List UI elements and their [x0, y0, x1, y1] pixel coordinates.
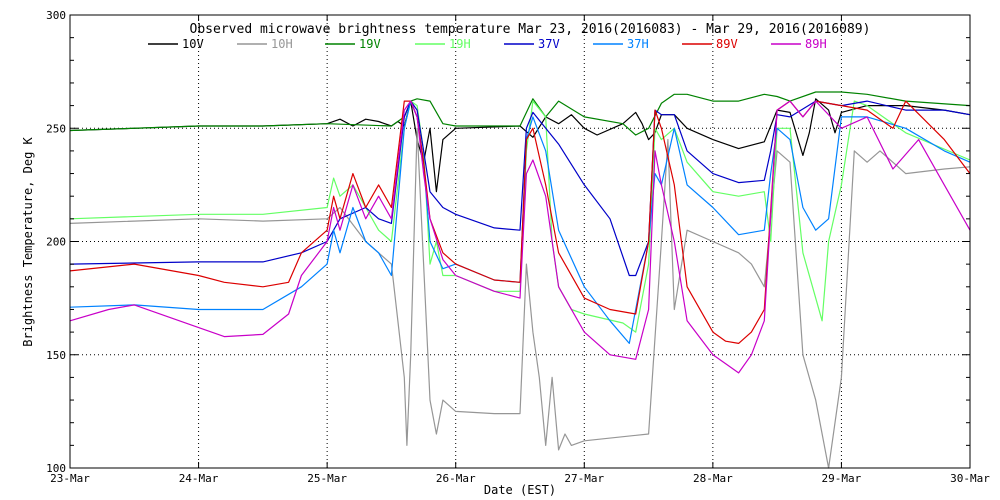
axis-ticks: 23-Mar 24-Mar 25-Mar 26-Mar 27-Mar 28-Mar 29-M…	[46, 9, 990, 485]
series-line-89h	[69, 100, 971, 374]
series-line-37h	[69, 100, 971, 344]
series-lines	[69, 91, 971, 469]
legend-label-19v: 19V	[359, 37, 381, 51]
x-tick-label: 25-Mar	[307, 472, 347, 485]
legend-label-37h: 37H	[627, 37, 649, 51]
legend-label-89v: 89V	[716, 37, 738, 51]
legend-label-37v: 37V	[538, 37, 560, 51]
x-tick-label: 30-Mar	[950, 472, 990, 485]
series-line-37v	[69, 100, 971, 277]
legend-label-89h: 89H	[805, 37, 827, 51]
legend: 10V 10H 19V 19H 37V 37H 89V 89H	[148, 37, 827, 51]
legend-label-10h: 10H	[271, 37, 293, 51]
y-tick-label: 300	[46, 9, 66, 22]
y-tick-label: 150	[46, 349, 66, 362]
y-axis-label: Brightness Temperature, Deg K	[21, 136, 35, 346]
x-tick-label: 23-Mar	[50, 472, 90, 485]
y-tick-label: 200	[46, 236, 66, 249]
legend-label-10v: 10V	[182, 37, 204, 51]
legend-label-19h: 19H	[449, 37, 471, 51]
series-line-10h	[69, 127, 971, 469]
x-tick-label: 26-Mar	[436, 472, 476, 485]
y-tick-label: 250	[46, 122, 66, 135]
y-tick-label: 100	[46, 462, 66, 475]
x-tick-label: 27-Mar	[564, 472, 604, 485]
series-line-10v	[69, 98, 971, 193]
x-tick-label: 28-Mar	[693, 472, 733, 485]
x-tick-label: 24-Mar	[179, 472, 219, 485]
x-axis-label: Date (EST)	[484, 483, 556, 497]
x-tick-label: 29-Mar	[822, 472, 862, 485]
chart-title: Observed microwave brightness temperatur…	[190, 22, 871, 37]
